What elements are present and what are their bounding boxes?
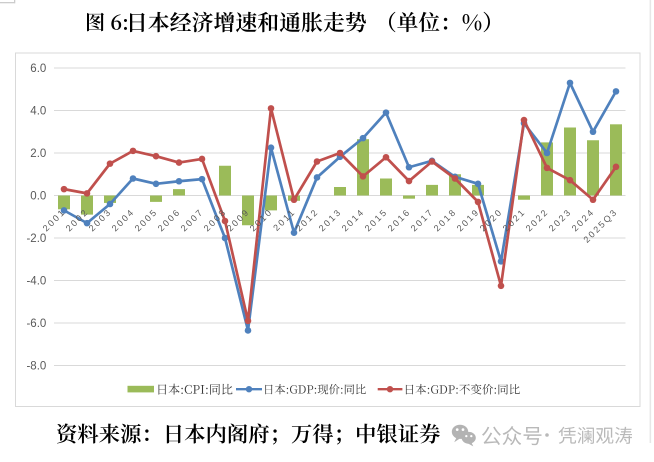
svg-text:-8.0: -8.0	[26, 360, 46, 372]
svg-text:0.0: 0.0	[30, 190, 46, 202]
svg-text:-2.0: -2.0	[26, 233, 46, 245]
svg-text:2.0: 2.0	[30, 148, 46, 160]
svg-text:6.0: 6.0	[30, 63, 46, 75]
svg-text:-4.0: -4.0	[26, 275, 46, 287]
svg-text:4.0: 4.0	[30, 105, 46, 117]
svg-text:-6.0: -6.0	[26, 318, 46, 330]
